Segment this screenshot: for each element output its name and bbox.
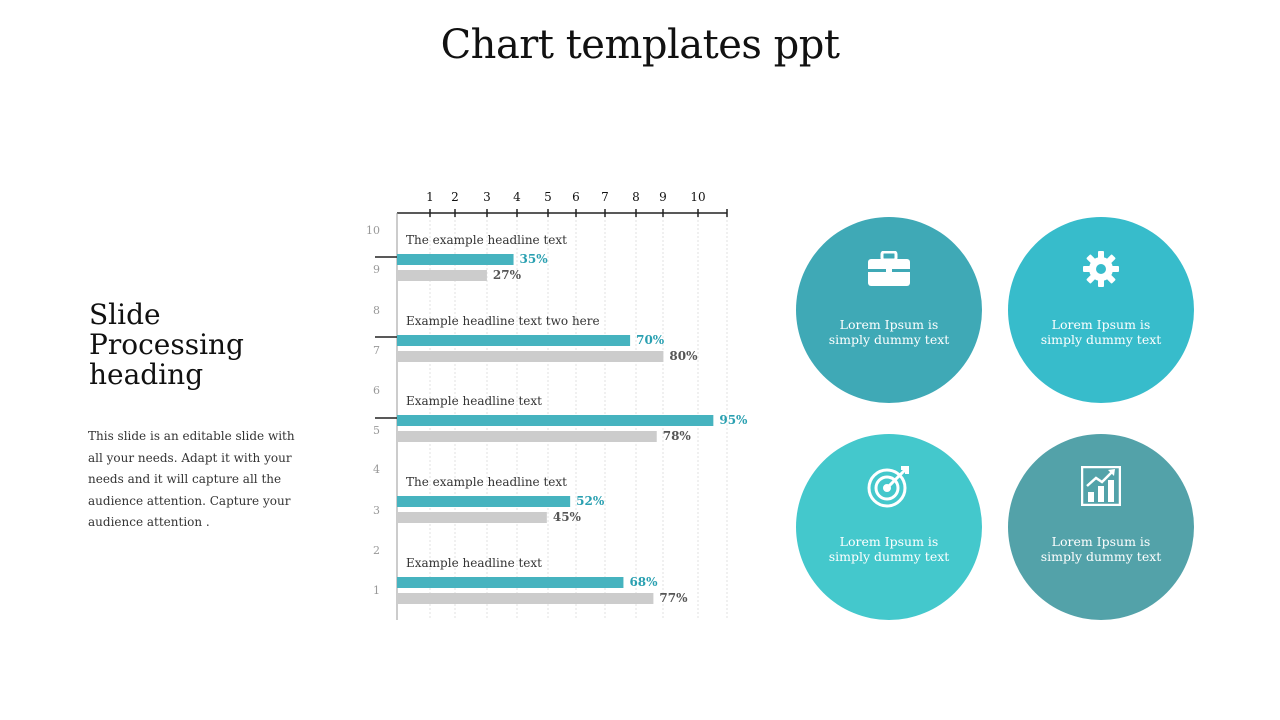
data-label-series-1: 70% xyxy=(636,333,665,347)
x-tick-label: 6 xyxy=(572,190,580,204)
info-circle-2: Lorem Ipsum is simply dummy text xyxy=(1008,217,1194,403)
slide-title: Chart templates ppt xyxy=(440,22,840,68)
x-tick-label: 2 xyxy=(451,190,459,204)
data-label-series-1: 95% xyxy=(719,413,748,427)
body-paragraph: This slide is an editable slide with all… xyxy=(88,429,295,529)
circle-text: Lorem Ipsum is simply dummy text xyxy=(1040,534,1162,564)
info-circle-1: Lorem Ipsum is simply dummy text xyxy=(796,217,982,403)
bar-series-2 xyxy=(397,512,547,523)
data-label-series-1: 52% xyxy=(576,494,605,508)
section-heading: Slide Processing heading xyxy=(89,298,244,391)
data-label-series-2: 80% xyxy=(669,349,698,363)
x-tick-label: 7 xyxy=(601,190,609,204)
x-tick-label: 9 xyxy=(659,190,667,204)
category-label: Example headline text xyxy=(406,556,542,570)
category-label: Example headline text xyxy=(406,394,542,408)
category-label: The example headline text xyxy=(406,233,567,247)
y-tick-label: 3 xyxy=(373,504,380,517)
y-tick-label: 9 xyxy=(373,263,380,276)
x-tick-label: 1 xyxy=(426,190,434,204)
data-label-series-2: 45% xyxy=(553,510,582,524)
y-tick-label: 6 xyxy=(373,384,380,397)
y-tick-label: 4 xyxy=(373,463,380,476)
x-tick-label: 3 xyxy=(483,190,491,204)
x-tick-label: 10 xyxy=(690,190,705,204)
circle-text: Lorem Ipsum is simply dummy text xyxy=(1040,317,1162,347)
bar-series-1 xyxy=(397,496,571,507)
y-tick-label: 2 xyxy=(373,544,380,557)
bar-series-1 xyxy=(397,415,714,426)
y-tick-label: 1 xyxy=(373,584,380,597)
data-label-series-2: 78% xyxy=(663,429,692,443)
bar-series-2 xyxy=(397,270,487,281)
category-label: Example headline text two here xyxy=(406,314,600,328)
y-tick-label: 8 xyxy=(373,304,380,317)
y-tick-label: 7 xyxy=(373,344,380,357)
bar-series-1 xyxy=(397,254,514,265)
bar-series-2 xyxy=(397,431,657,442)
data-label-series-1: 35% xyxy=(520,252,549,266)
briefcase-icon xyxy=(865,249,913,289)
data-label-series-2: 77% xyxy=(659,591,688,605)
data-label-series-1: 68% xyxy=(629,575,658,589)
y-tick-label: 5 xyxy=(373,424,380,437)
circle-text: Lorem Ipsum is simply dummy text xyxy=(828,534,950,564)
x-tick-label: 4 xyxy=(513,190,521,204)
info-circle-3: Lorem Ipsum is simply dummy text xyxy=(796,434,982,620)
bar-series-1 xyxy=(397,577,624,588)
bar-series-2 xyxy=(397,351,664,362)
circle-text: Lorem Ipsum is simply dummy text xyxy=(828,317,950,347)
x-tick-label: 8 xyxy=(632,190,640,204)
category-label: The example headline text xyxy=(406,475,567,489)
bar-series-1 xyxy=(397,335,631,346)
bar-chart-icon xyxy=(1077,466,1125,506)
bar-chart: 1 2 3 4 5 6 7 8 9 10 1 2 3 4 5 6 7 8 9 10 The example headli… xyxy=(366,190,748,620)
x-tick-label: 5 xyxy=(544,190,552,204)
info-circle-4: Lorem Ipsum is simply dummy text xyxy=(1008,434,1194,620)
target-icon xyxy=(865,466,913,508)
bar-series-2 xyxy=(397,593,654,604)
gear-icon xyxy=(1077,249,1125,289)
y-tick-label: 10 xyxy=(366,224,380,237)
data-label-series-2: 27% xyxy=(493,268,522,282)
